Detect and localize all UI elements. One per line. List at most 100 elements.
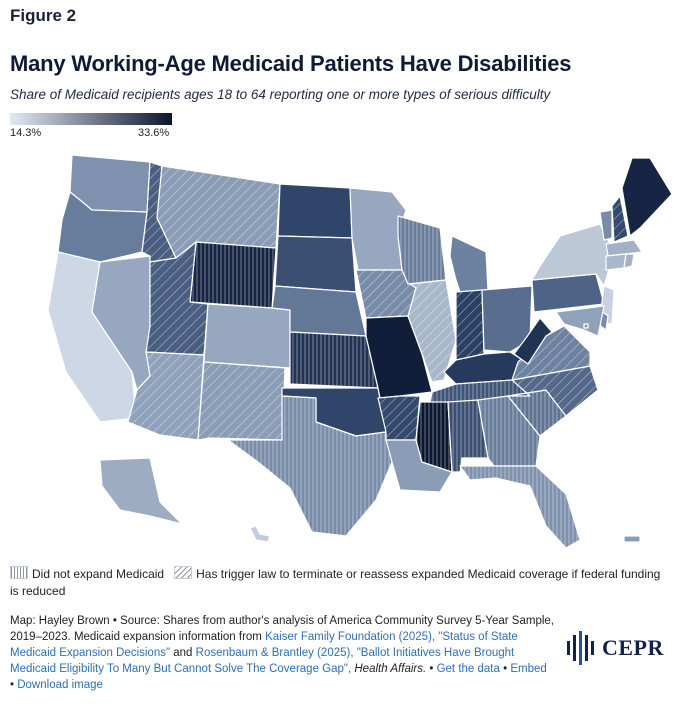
separator: • xyxy=(426,663,437,675)
state-shape-mi xyxy=(449,235,489,299)
state-ks xyxy=(289,331,379,389)
state-wy xyxy=(189,241,277,309)
state-pattern-mt xyxy=(157,166,280,258)
map-subtitle: Share of Medicaid recipients ages 18 to … xyxy=(10,87,551,102)
state-al xyxy=(447,399,489,473)
state-md xyxy=(555,305,605,337)
source-text: Source: Shares from author's analysis of… xyxy=(10,615,554,643)
legend-max-label: 33.6% xyxy=(138,127,170,139)
state-ut xyxy=(145,241,209,356)
state-pattern-ar xyxy=(378,396,420,440)
state-pattern-ia xyxy=(356,270,416,318)
and-text: and xyxy=(170,647,196,659)
map-author: Map: Hayley Brown xyxy=(10,615,110,627)
state-pattern-nh xyxy=(612,196,628,242)
state-pattern-nc xyxy=(508,366,598,416)
state-sd xyxy=(274,235,357,293)
legend-min-label: 14.3% xyxy=(10,127,42,139)
state-pattern-wy xyxy=(190,242,276,308)
states-layer xyxy=(47,154,673,549)
cepr-logo-mark-icon xyxy=(567,631,594,665)
state-ri xyxy=(623,253,635,269)
get-data-link[interactable]: Get the data xyxy=(436,663,500,675)
state-nm xyxy=(197,361,286,441)
state-shape-ri xyxy=(623,253,635,269)
not-expanded-label: Did not expand Medicaid xyxy=(32,567,165,581)
journal-name: Health Affairs. xyxy=(354,663,427,675)
state-ak xyxy=(99,457,183,525)
state-co xyxy=(203,303,291,369)
state-hi xyxy=(249,525,271,543)
credits: Map: Hayley Brown • Source: Shares from … xyxy=(10,613,555,693)
state-shape-hi xyxy=(249,525,271,543)
state-shape-ny xyxy=(531,223,615,287)
separator: • xyxy=(109,615,121,627)
state-shape-pa xyxy=(531,273,605,313)
trigger-law-swatch xyxy=(174,566,193,579)
state-vt xyxy=(599,209,613,241)
state-shape-co xyxy=(203,303,291,369)
state-pattern-va xyxy=(512,326,590,380)
state-pattern-nm xyxy=(198,362,285,440)
trigger-law-label: Has trigger law to terminate or reassess… xyxy=(10,567,661,598)
state-nc xyxy=(507,365,599,417)
state-wi xyxy=(397,215,447,285)
state-pattern-sc xyxy=(508,390,566,436)
state-wv xyxy=(513,317,553,365)
state-shape-dc xyxy=(583,323,589,329)
state-ia xyxy=(355,269,417,319)
state-me xyxy=(621,157,673,237)
state-shape-sd xyxy=(274,235,357,293)
state-pattern-fl xyxy=(460,466,580,548)
map-title: Many Working-Age Medicaid Patients Have … xyxy=(10,51,572,76)
state-shape-md xyxy=(555,305,605,337)
state-pattern-ks xyxy=(290,332,378,388)
state-in xyxy=(455,289,485,361)
state-pattern-il xyxy=(408,280,456,382)
state-pattern-az xyxy=(128,352,204,440)
state-pa xyxy=(531,273,605,313)
state-ar xyxy=(377,395,421,441)
state-shape-nd xyxy=(277,183,353,239)
state-fl xyxy=(459,465,581,549)
separator: • xyxy=(499,663,511,675)
state-pattern-ms xyxy=(416,402,452,472)
not-expanded-swatch xyxy=(10,566,28,579)
state-mi xyxy=(449,235,489,299)
us-choropleth-map xyxy=(0,140,680,560)
state-pr xyxy=(623,535,641,543)
pattern-key: Did not expand Medicaid Has trigger law … xyxy=(10,566,670,600)
state-nh xyxy=(611,195,629,243)
state-shape-ak xyxy=(99,457,183,525)
state-shape-pr xyxy=(623,535,641,543)
color-legend-gradient xyxy=(10,113,172,125)
cepr-logo: CEPR xyxy=(566,628,670,668)
health-affairs-source-link[interactable]: Rosenbaum & Brantley (2025), "Ballot Ini… xyxy=(10,647,515,675)
state-pattern-wi xyxy=(398,216,446,284)
state-shape-ct xyxy=(605,253,627,271)
kff-source-link[interactable]: Kaiser Family Foundation (2025), "Status… xyxy=(10,631,518,659)
state-tx xyxy=(227,395,393,537)
separator: • xyxy=(10,679,18,691)
state-shape-me xyxy=(621,157,673,237)
state-shape-ma xyxy=(605,239,643,257)
cepr-logo-text: CEPR xyxy=(602,635,664,660)
state-ny xyxy=(531,223,615,287)
state-shape-wv xyxy=(513,317,553,365)
state-shape-vt xyxy=(599,209,613,241)
state-pattern-ut xyxy=(146,242,208,355)
embed-link[interactable]: Embed xyxy=(510,663,547,675)
state-pattern-al xyxy=(448,400,488,472)
download-image-link[interactable]: Download image xyxy=(17,679,103,691)
figure-label: Figure 2 xyxy=(10,6,77,25)
state-ma xyxy=(605,239,643,257)
state-il xyxy=(407,279,457,383)
state-nd xyxy=(277,183,353,239)
state-ct xyxy=(605,253,627,271)
state-dc xyxy=(583,323,589,329)
state-pattern-ga xyxy=(478,396,540,466)
state-pattern-in xyxy=(456,290,484,360)
state-pattern-id xyxy=(142,162,176,262)
state-ms xyxy=(415,401,453,473)
state-pattern-tx xyxy=(228,396,392,536)
